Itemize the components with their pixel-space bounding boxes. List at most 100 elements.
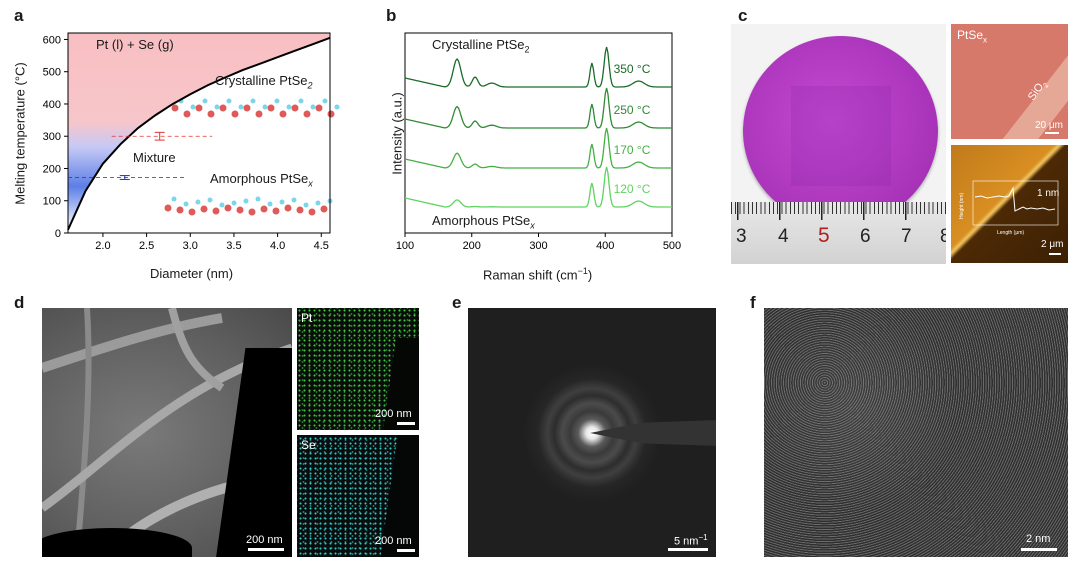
- pt-atom: [212, 207, 220, 215]
- y-tick-label: 100: [43, 196, 61, 208]
- ruler-number-8: 8: [940, 226, 946, 247]
- chart-a-xlabel: Diameter (nm): [150, 266, 234, 281]
- afm-height-profile: Height (nm) Length (μm): [959, 180, 1059, 236]
- raman-spectrum-line: [404, 87, 672, 129]
- pt-atom: [207, 110, 215, 118]
- pt-atom: [284, 204, 292, 212]
- se-atom: [231, 200, 237, 206]
- amorphous-label-sub: x: [308, 178, 313, 189]
- raman-spectrum-line: [404, 46, 672, 88]
- hrtem-scale-bar: [1021, 548, 1057, 551]
- afm-step-label: 1 nm: [1037, 188, 1060, 199]
- raman-amorphous-sub: x: [530, 220, 535, 231]
- pt-atom: [236, 206, 244, 214]
- x-tick-label: 500: [663, 240, 681, 252]
- panel-label-d: d: [14, 293, 25, 312]
- raman-chart: 350 °C 250 °C 170 °C 120 °C 100 200 300 400 500: [396, 32, 681, 252]
- se-atom: [267, 201, 273, 207]
- se-map-label: Se: [301, 438, 316, 452]
- pt-atom: [291, 104, 299, 112]
- y-tick-label: 500: [43, 67, 61, 79]
- se-eds-map: Se 200 nm: [297, 435, 419, 557]
- region-liquid-label: Pt (l) + Se (g): [96, 37, 174, 52]
- pt-atom: [315, 104, 323, 112]
- ptsex-label-text: PtSe: [957, 28, 984, 42]
- pt-atom: [272, 207, 280, 215]
- se-atom: [214, 104, 220, 110]
- ruler-number-3: 3: [736, 226, 747, 247]
- chart-a-frame: [67, 32, 331, 234]
- raman-amorphous-label: Amorphous PtSex: [432, 213, 535, 231]
- se-atom: [298, 98, 304, 104]
- se-atom: [195, 199, 201, 205]
- wafer-photo: 3 4 5 6 7 8: [731, 24, 946, 264]
- se-atom: [226, 98, 232, 104]
- y-tick-label: 400: [43, 99, 61, 111]
- mixture-label: Mixture: [133, 150, 176, 165]
- ruler-number-5: 5: [818, 224, 830, 247]
- diffraction-scale-label: 5 nm−1: [674, 533, 708, 548]
- se-atom: [190, 104, 196, 110]
- pt-atom: [164, 204, 172, 212]
- stem-scale-label: 200 nm: [246, 534, 283, 546]
- pt-eds-map: Pt 200 nm: [297, 308, 419, 430]
- pt-atom: [183, 110, 191, 118]
- optical-scale-bar: [1045, 132, 1059, 134]
- pt-atom: [195, 104, 203, 112]
- se-atom: [262, 104, 268, 110]
- pt-atom: [320, 205, 328, 213]
- pt-atom: [224, 204, 232, 212]
- wafer-disk: [743, 36, 938, 226]
- liquid-mixture-region: [68, 33, 330, 230]
- pt-map-label: Pt: [301, 311, 313, 325]
- hrtem-image: 2 nm: [764, 308, 1068, 557]
- raman-crystalline-label: Crystalline PtSe2: [432, 37, 530, 55]
- panel-label-b: b: [386, 6, 397, 25]
- crystalline-label: Crystalline PtSe2: [215, 73, 313, 91]
- se-atom: [243, 198, 249, 204]
- se-atom: [303, 202, 309, 208]
- ruler-number-7: 7: [901, 226, 912, 247]
- pt-atom: [308, 208, 316, 216]
- chart-a-ylabel: Melting temperature (°C): [12, 62, 28, 205]
- amorphous-label-text: Amorphous PtSe: [210, 171, 309, 186]
- se-atom: [250, 98, 256, 104]
- afm-scale-label: 2 μm: [1041, 239, 1064, 250]
- ruler-number-4: 4: [778, 226, 789, 247]
- x-tick-label: 4.5: [314, 240, 329, 252]
- x-tick-label: 4.0: [270, 240, 285, 252]
- pt-atom: [296, 206, 304, 214]
- ruler: [731, 202, 946, 264]
- y-tick-label: 200: [43, 163, 61, 175]
- pt-atom: [243, 104, 251, 112]
- se-atom: [291, 197, 297, 203]
- raman-crystalline-text: Crystalline PtSe: [432, 37, 525, 52]
- diffraction-scale-sup: −1: [698, 533, 708, 542]
- x-tick-label: 2.5: [139, 240, 154, 252]
- amorphous-lattice-illustration: [164, 196, 333, 216]
- pt-atom: [200, 205, 208, 213]
- pt-atom: [219, 104, 227, 112]
- afm-xlabel: Length (μm): [997, 230, 1024, 236]
- se-atom: [183, 201, 189, 207]
- se-atom: [219, 202, 225, 208]
- crystalline-lattice-illustration: [171, 98, 340, 118]
- y-tick-label: 300: [43, 131, 61, 143]
- se-atom: [238, 104, 244, 110]
- wafer-film-square: [791, 86, 891, 186]
- optical-scale-label: 20 μm: [1035, 120, 1063, 131]
- pt-atom: [260, 205, 268, 213]
- diffraction-scale-text: 5 nm: [674, 535, 699, 548]
- ruler-major-ticks: [737, 202, 946, 220]
- x-tick-label: 2.0: [95, 240, 110, 252]
- hrtem-scale-label: 2 nm: [1026, 533, 1051, 545]
- diffraction-pattern: 5 nm−1: [468, 308, 716, 557]
- melting-curve: [67, 36, 331, 231]
- afm-bright-edge: [951, 145, 1068, 263]
- pt-atom: [188, 208, 196, 216]
- raman-spectrum-line: [404, 166, 672, 208]
- bottom-vacuum: [42, 528, 192, 557]
- raman-spectrum-line: [404, 127, 672, 169]
- crystalline-label-text: Crystalline PtSe: [215, 73, 308, 88]
- y-tick-label: 600: [43, 34, 61, 46]
